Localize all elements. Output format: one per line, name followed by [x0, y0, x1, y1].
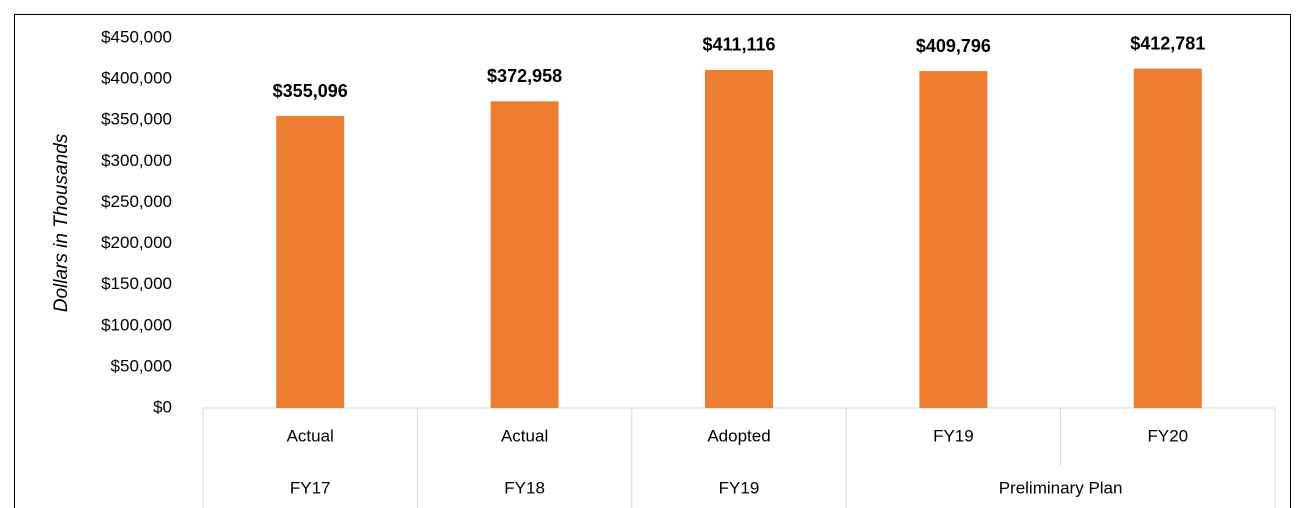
data-label: $411,116: [702, 35, 775, 55]
group-label: FY17: [290, 478, 331, 497]
x-tick-label: FY20: [1147, 426, 1188, 445]
x-tick-label: FY19: [933, 426, 974, 445]
y-tick-label: $350,000: [101, 110, 172, 129]
data-label: $412,781: [1130, 33, 1205, 53]
group-label: Preliminary Plan: [999, 478, 1123, 497]
data-label: $409,796: [916, 36, 991, 56]
y-tick-label: $0: [153, 397, 172, 416]
group-label: FY19: [719, 478, 760, 497]
bar: [919, 71, 988, 408]
y-tick-label: $150,000: [101, 274, 172, 293]
data-label: $355,096: [273, 81, 348, 101]
y-tick-label: $300,000: [101, 151, 172, 170]
y-tick-label: $400,000: [101, 69, 172, 88]
bar: [1133, 68, 1202, 408]
y-tick-label: $50,000: [111, 356, 172, 375]
group-label: FY18: [504, 478, 545, 497]
x-tick-label: Adopted: [707, 426, 770, 445]
x-tick-label: Actual: [501, 426, 548, 445]
y-tick-label: $450,000: [101, 27, 172, 46]
y-tick-label: $200,000: [101, 233, 172, 252]
y-tick-label: $250,000: [101, 192, 172, 211]
y-tick-label: $100,000: [101, 315, 172, 334]
y-axis-label: Dollars in Thousands: [51, 133, 72, 312]
bar: [490, 101, 559, 408]
bar: [705, 69, 773, 409]
chart-border: [14, 14, 1291, 508]
x-tick-label: Actual: [287, 426, 334, 445]
data-label: $372,958: [487, 66, 562, 86]
bar: [276, 116, 345, 409]
